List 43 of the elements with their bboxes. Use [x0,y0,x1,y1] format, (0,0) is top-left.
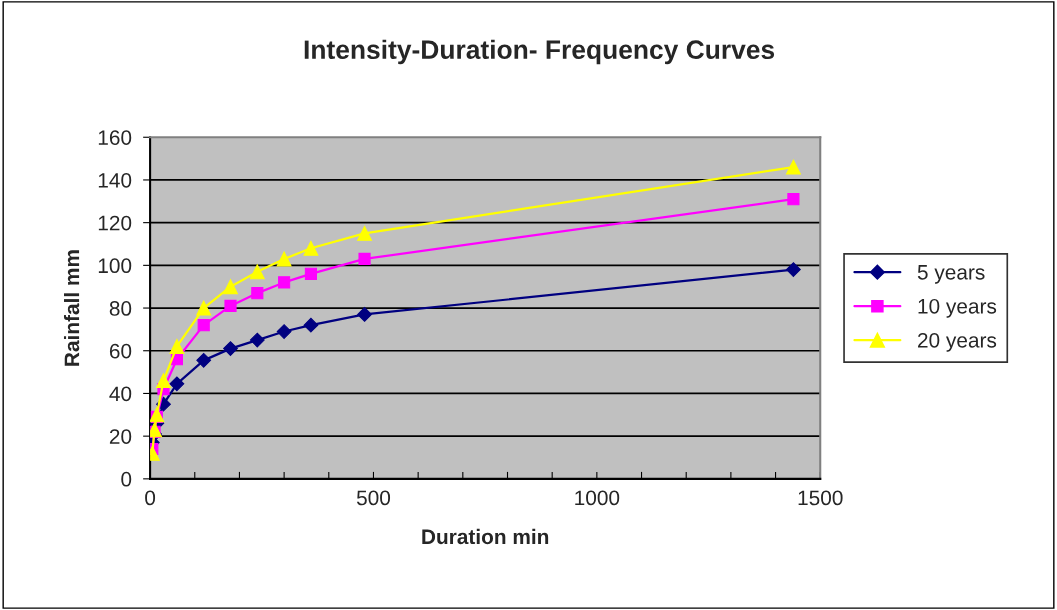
point [357,307,372,322]
point [196,300,212,316]
legend-label: 5 years [917,265,985,284]
y-tick-label: 120 [98,215,132,231]
point [787,193,800,206]
x-tick-label: 1000 [575,490,620,506]
y-tick-label: 0 [121,471,132,487]
legend-label: 10 years [918,298,997,318]
point [303,240,319,256]
point [358,252,371,266]
y-tick-label: 80 [109,301,132,316]
point [304,267,317,280]
point [197,319,210,332]
point [357,225,372,241]
point [249,264,265,280]
y-tick-label: 100 [98,258,132,274]
point [786,262,801,278]
y-tick-label: 40 [109,386,132,402]
point [303,317,319,333]
x-axis-title: Duration min [422,528,549,545]
point [156,373,171,389]
point [223,341,238,357]
x-tick-label: 1500 [798,490,843,506]
point [278,276,291,289]
x-tick-label: 0 [145,490,156,506]
point [785,159,801,175]
y-axis-title: Rainfall mm [63,250,80,366]
point [169,339,185,354]
point [196,352,212,368]
y-tick-label: 140 [98,172,132,188]
point [169,376,185,392]
x-tick-label: 500 [356,490,391,506]
y-tick-label: 20 [109,429,132,444]
point [223,279,238,295]
y-tick-label: 60 [109,343,132,359]
point [276,324,292,339]
point [276,251,292,267]
legend-label: 20 years [918,332,997,352]
point [224,299,237,312]
y-tick-label: 160 [98,130,132,145]
chart-title: Intensity-Duration- Frequency Curves [304,39,775,65]
point [251,287,264,300]
point [249,332,265,348]
